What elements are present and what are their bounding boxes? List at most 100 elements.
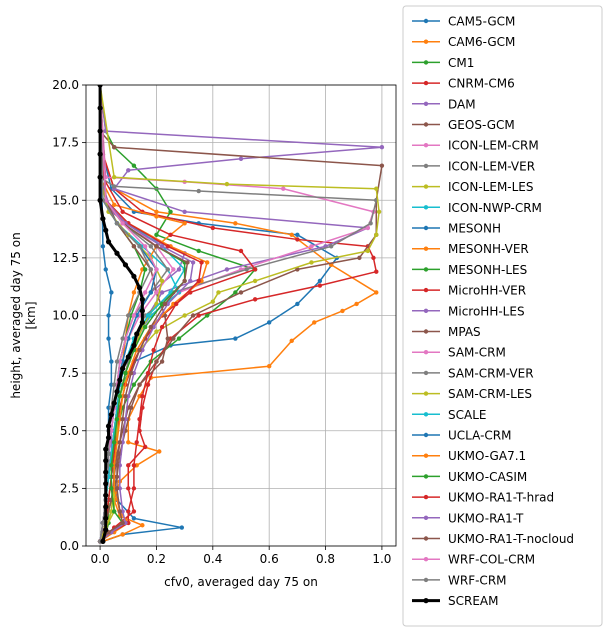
data-point bbox=[126, 463, 131, 468]
data-point bbox=[108, 412, 114, 418]
y-axis-label: height, averaged day 75 on bbox=[9, 232, 23, 398]
data-point bbox=[142, 444, 148, 450]
legend-entry: UKMO-RA1-T-hrad bbox=[412, 491, 554, 505]
y-axis-label-unit: [km] bbox=[24, 301, 38, 329]
legend-entry: CAM5-GCM bbox=[412, 15, 515, 29]
data-point bbox=[120, 520, 125, 526]
data-point bbox=[252, 278, 258, 284]
legend-entry: SCALE bbox=[412, 408, 486, 422]
data-point bbox=[131, 516, 137, 521]
legend-swatch-marker bbox=[423, 515, 429, 520]
data-point bbox=[126, 313, 131, 318]
data-point bbox=[328, 244, 334, 249]
data-point bbox=[216, 290, 221, 295]
legend-label: CNRM-CM6 bbox=[448, 77, 515, 91]
legend-entry: MPAS bbox=[412, 325, 481, 339]
data-point bbox=[340, 308, 345, 314]
x-tick-label: 0.6 bbox=[260, 552, 279, 566]
legend-label: UKMO-RA1-T-hrad bbox=[448, 491, 554, 505]
legend-label: ICON-NWP-CRM bbox=[448, 201, 542, 215]
legend-label: SAM-CRM bbox=[448, 346, 506, 360]
data-point bbox=[131, 486, 137, 491]
legend-entry: MicroHH-LES bbox=[412, 304, 525, 318]
y-tick-label: 15.0 bbox=[52, 193, 79, 207]
legend-swatch-marker bbox=[423, 308, 429, 313]
legend-label: MicroHH-VER bbox=[448, 284, 526, 298]
legend-swatch-marker bbox=[423, 432, 429, 438]
data-point bbox=[185, 260, 190, 265]
legend-label: CM1 bbox=[448, 56, 474, 70]
data-point bbox=[109, 290, 114, 295]
data-point bbox=[179, 525, 185, 530]
data-point bbox=[188, 278, 193, 284]
axes: 0.0 0.2 0.4 0.6 0.8 1.0 0.0 2.5 5.0 7.5 10.0 12.5 15… bbox=[9, 78, 397, 589]
data-point bbox=[111, 184, 117, 189]
data-point bbox=[154, 214, 159, 219]
data-point bbox=[210, 299, 216, 304]
x-tick-label: 0.2 bbox=[147, 552, 166, 566]
data-point bbox=[105, 423, 112, 429]
y-tick-label: 0.0 bbox=[60, 539, 79, 553]
legend-entry: CNRM-CM6 bbox=[412, 77, 515, 91]
data-point bbox=[157, 449, 162, 454]
data-point bbox=[137, 382, 142, 387]
data-point bbox=[182, 209, 187, 214]
y-tick-label: 17.5 bbox=[52, 136, 79, 150]
data-point bbox=[368, 221, 373, 226]
legend-entry: SAM-CRM bbox=[412, 346, 506, 360]
legend-entry: DAM bbox=[412, 97, 476, 111]
data-point bbox=[109, 486, 114, 491]
legend-swatch-marker bbox=[423, 163, 429, 169]
data-point bbox=[252, 297, 258, 302]
data-point bbox=[295, 232, 300, 238]
series-ukmo-ra1-t-nocloud bbox=[97, 85, 190, 544]
data-point bbox=[238, 156, 244, 161]
data-point bbox=[114, 463, 120, 468]
data-point bbox=[105, 435, 112, 441]
data-point bbox=[106, 336, 111, 341]
data-point bbox=[365, 248, 371, 254]
legend-label: UCLA-CRM bbox=[448, 429, 511, 443]
data-point bbox=[354, 301, 359, 307]
data-point bbox=[148, 244, 154, 249]
data-point bbox=[123, 370, 128, 376]
data-point bbox=[103, 446, 109, 452]
legend-entry: UKMO-CASIM bbox=[412, 470, 527, 484]
data-point bbox=[289, 232, 294, 238]
legend-swatch-marker bbox=[423, 225, 429, 231]
data-point bbox=[266, 364, 272, 369]
data-point bbox=[196, 188, 201, 194]
y-tick-label: 2.5 bbox=[60, 481, 79, 495]
data-point bbox=[103, 469, 109, 475]
data-point bbox=[103, 227, 109, 233]
data-point bbox=[374, 232, 379, 238]
legend-entry: SAM-CRM-VER bbox=[412, 366, 534, 380]
data-point bbox=[154, 359, 159, 364]
data-point bbox=[131, 509, 137, 514]
data-point bbox=[97, 128, 103, 134]
data-point bbox=[139, 308, 145, 314]
data-point bbox=[309, 244, 314, 249]
data-point bbox=[131, 342, 137, 349]
data-point bbox=[173, 301, 179, 307]
data-point bbox=[109, 359, 114, 364]
data-point bbox=[295, 301, 300, 307]
data-point bbox=[117, 377, 123, 383]
data-point bbox=[165, 267, 170, 272]
data-point bbox=[117, 509, 123, 514]
data-point bbox=[106, 451, 111, 456]
data-point bbox=[103, 492, 109, 498]
data-point bbox=[140, 393, 145, 399]
plot-area bbox=[86, 84, 396, 547]
legend-swatch-marker bbox=[423, 598, 429, 604]
data-point bbox=[238, 290, 244, 295]
data-point bbox=[109, 463, 114, 468]
series-group bbox=[97, 85, 385, 544]
data-point bbox=[374, 290, 379, 295]
data-point bbox=[317, 278, 323, 284]
data-point bbox=[100, 538, 106, 544]
legend-entry: SCREAM bbox=[412, 594, 498, 608]
data-point bbox=[162, 301, 168, 307]
y-tick-label: 5.0 bbox=[60, 424, 79, 438]
